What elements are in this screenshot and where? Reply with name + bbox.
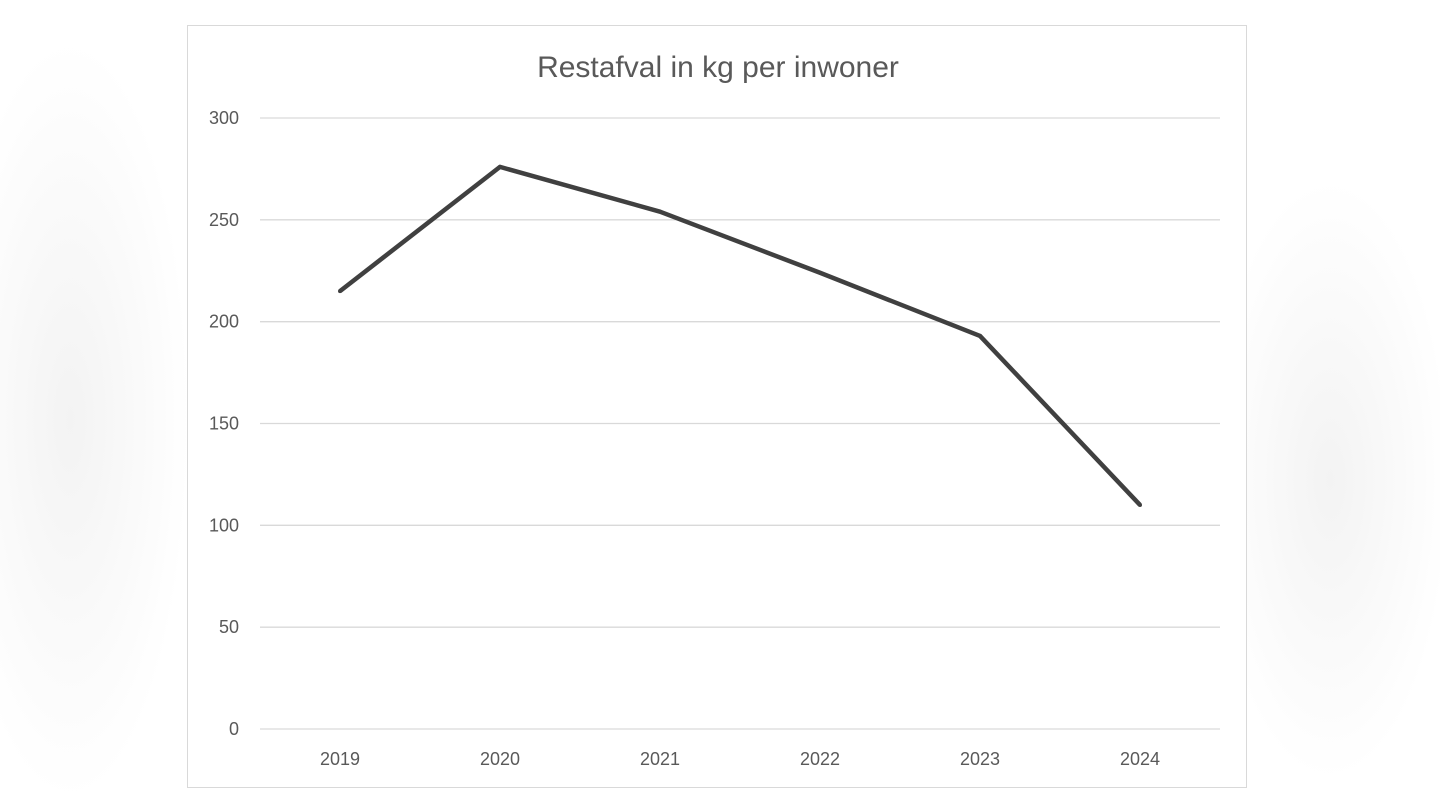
y-axis-tick-labels: 0 50 100 150 200 250 300 [209,108,239,739]
x-tick-label: 2022 [800,749,840,769]
x-tick-label: 2021 [640,749,680,769]
y-tick-label: 100 [209,515,239,535]
x-tick-label: 2020 [480,749,520,769]
x-tick-label: 2023 [960,749,1000,769]
data-point [658,209,662,214]
y-tick-label: 0 [229,719,239,739]
y-tick-label: 150 [209,414,239,434]
data-point [978,333,982,338]
x-tick-label: 2024 [1120,749,1160,769]
data-point [1138,502,1142,507]
x-axis-tick-labels: 2019 2020 2021 2022 2023 2024 [320,749,1160,769]
series-layer [338,164,1142,507]
y-tick-label: 300 [209,108,239,128]
y-tick-label: 250 [209,210,239,230]
chart-area [187,25,1247,788]
y-tick-label: 50 [219,617,239,637]
chart-title: Restafval in kg per inwoner [537,51,899,84]
data-point [818,270,822,275]
data-point [338,289,342,294]
data-point [498,164,502,169]
x-tick-label: 2019 [320,749,360,769]
series-line-0 [338,164,1142,507]
gridlines [260,117,1220,730]
y-tick-label: 200 [209,312,239,332]
